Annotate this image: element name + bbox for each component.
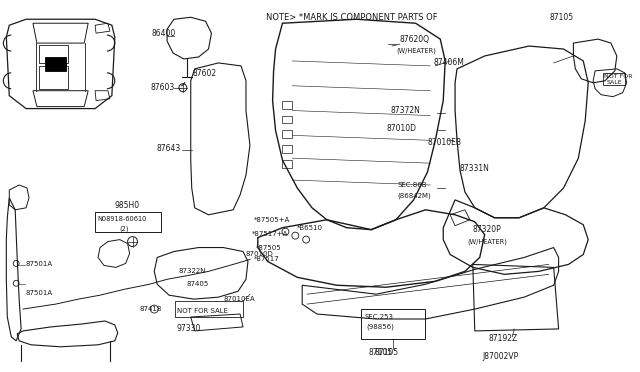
Text: 985H0: 985H0: [115, 201, 140, 210]
Text: NOT FOR SALE: NOT FOR SALE: [177, 308, 228, 314]
Text: 87372N: 87372N: [391, 106, 421, 115]
Text: 87192Z: 87192Z: [488, 334, 518, 343]
Text: 87331N: 87331N: [460, 164, 490, 173]
Text: 87010EA: 87010EA: [223, 296, 255, 302]
Text: J87002VP: J87002VP: [483, 352, 519, 361]
Text: 87405: 87405: [187, 281, 209, 287]
Text: *87505+A: *87505+A: [254, 217, 290, 223]
Text: (2): (2): [120, 225, 129, 232]
Text: 87105: 87105: [374, 348, 398, 357]
Text: NOT FOR: NOT FOR: [604, 74, 632, 79]
Text: 87602: 87602: [193, 69, 217, 78]
Text: 97330: 97330: [177, 324, 202, 333]
Text: 87320P: 87320P: [473, 225, 502, 234]
Text: (86842M): (86842M): [398, 193, 431, 199]
Polygon shape: [45, 57, 67, 71]
Text: N08918-60610: N08918-60610: [97, 216, 147, 222]
Text: 87643: 87643: [156, 144, 180, 153]
Text: *87505: *87505: [256, 244, 282, 250]
Text: (98856): (98856): [366, 324, 394, 330]
Text: 87322N: 87322N: [179, 268, 207, 275]
Text: *B6510: *B6510: [297, 225, 323, 231]
Text: (W/HEATER): (W/HEATER): [467, 238, 507, 245]
Text: SALE: SALE: [607, 80, 623, 85]
Text: 86400: 86400: [151, 29, 175, 38]
Text: 87501A: 87501A: [25, 290, 52, 296]
Text: 87603: 87603: [150, 83, 175, 92]
Text: 87010EB: 87010EB: [428, 138, 461, 147]
Text: *87517+A: *87517+A: [252, 231, 288, 237]
Text: 87418: 87418: [140, 306, 162, 312]
Text: NOTE> *MARK IS COMPONENT PARTS OF: NOTE> *MARK IS COMPONENT PARTS OF: [266, 13, 437, 22]
Text: 87010D: 87010D: [246, 251, 274, 257]
Text: 87105: 87105: [368, 348, 392, 357]
Text: 87620Q: 87620Q: [400, 35, 430, 44]
Text: (W/HEATER): (W/HEATER): [396, 48, 436, 54]
Text: 87105: 87105: [550, 13, 574, 22]
Text: *87517: *87517: [254, 256, 280, 263]
Polygon shape: [39, 45, 68, 63]
Text: 87406M: 87406M: [433, 58, 464, 67]
Text: 87010D: 87010D: [386, 124, 416, 133]
Text: SEC.86B: SEC.86B: [398, 182, 428, 188]
Text: SEC.253: SEC.253: [364, 314, 394, 320]
Text: 87501A: 87501A: [25, 262, 52, 267]
